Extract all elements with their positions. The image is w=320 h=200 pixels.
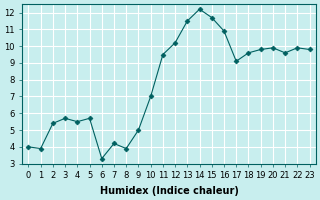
X-axis label: Humidex (Indice chaleur): Humidex (Indice chaleur) xyxy=(100,186,238,196)
